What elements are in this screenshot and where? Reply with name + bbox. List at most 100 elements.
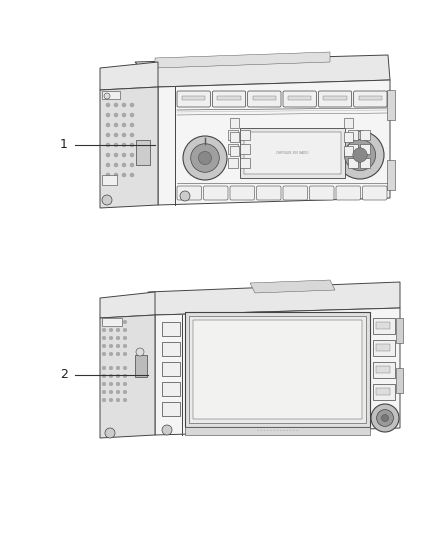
Circle shape xyxy=(109,328,113,332)
Circle shape xyxy=(130,153,134,157)
Circle shape xyxy=(102,352,106,356)
Circle shape xyxy=(106,143,110,147)
Circle shape xyxy=(123,344,127,348)
Circle shape xyxy=(122,163,126,167)
Circle shape xyxy=(123,352,127,356)
Bar xyxy=(102,175,117,185)
Circle shape xyxy=(122,113,126,117)
Circle shape xyxy=(102,398,106,402)
Circle shape xyxy=(114,153,118,157)
Bar xyxy=(102,91,120,99)
Text: - - - - - - - - - - - - -: - - - - - - - - - - - - - xyxy=(257,429,298,433)
Circle shape xyxy=(109,336,113,340)
Circle shape xyxy=(130,103,134,107)
Circle shape xyxy=(109,398,113,402)
Circle shape xyxy=(123,320,127,324)
Bar xyxy=(373,318,395,334)
Circle shape xyxy=(130,113,134,117)
Text: 2: 2 xyxy=(60,368,68,382)
Polygon shape xyxy=(148,282,400,315)
Circle shape xyxy=(136,348,144,356)
Bar xyxy=(373,340,395,356)
Circle shape xyxy=(123,398,127,402)
Circle shape xyxy=(106,163,110,167)
Circle shape xyxy=(123,382,127,386)
Bar xyxy=(373,362,395,378)
Circle shape xyxy=(130,163,134,167)
FancyBboxPatch shape xyxy=(247,91,281,107)
Bar xyxy=(230,132,239,142)
Circle shape xyxy=(109,374,113,378)
Bar xyxy=(162,402,180,416)
Circle shape xyxy=(106,103,110,107)
Circle shape xyxy=(123,328,127,332)
Bar xyxy=(396,318,403,343)
Bar xyxy=(240,128,345,178)
Bar xyxy=(228,158,238,168)
Circle shape xyxy=(102,195,112,205)
Bar xyxy=(228,130,238,140)
Circle shape xyxy=(123,336,127,340)
Polygon shape xyxy=(155,52,330,68)
Circle shape xyxy=(122,143,126,147)
Bar xyxy=(240,144,250,154)
FancyBboxPatch shape xyxy=(310,186,334,200)
Circle shape xyxy=(381,415,389,422)
Circle shape xyxy=(116,366,120,370)
Circle shape xyxy=(116,398,120,402)
Bar xyxy=(376,322,390,329)
Bar xyxy=(253,96,276,100)
Circle shape xyxy=(183,136,227,180)
FancyBboxPatch shape xyxy=(283,186,307,200)
Circle shape xyxy=(109,382,113,386)
Circle shape xyxy=(116,336,120,340)
Bar xyxy=(240,130,250,140)
Bar xyxy=(182,96,205,100)
Circle shape xyxy=(102,328,106,332)
Polygon shape xyxy=(158,80,390,205)
Bar xyxy=(396,368,403,393)
Polygon shape xyxy=(100,62,158,90)
Circle shape xyxy=(114,113,118,117)
Circle shape xyxy=(191,144,219,172)
FancyBboxPatch shape xyxy=(363,186,387,200)
Circle shape xyxy=(123,366,127,370)
Polygon shape xyxy=(155,308,400,435)
Circle shape xyxy=(122,173,126,177)
Bar xyxy=(217,96,240,100)
Bar xyxy=(323,96,346,100)
Circle shape xyxy=(114,123,118,127)
Bar xyxy=(162,362,180,376)
Circle shape xyxy=(102,366,106,370)
Circle shape xyxy=(116,374,120,378)
Bar xyxy=(387,160,395,190)
Bar xyxy=(162,342,180,356)
Bar xyxy=(244,132,341,174)
FancyBboxPatch shape xyxy=(212,91,246,107)
Bar xyxy=(348,158,358,168)
Circle shape xyxy=(104,93,110,99)
Polygon shape xyxy=(100,292,155,318)
Circle shape xyxy=(106,173,110,177)
Bar xyxy=(373,384,395,400)
Circle shape xyxy=(106,113,110,117)
Circle shape xyxy=(130,123,134,127)
FancyBboxPatch shape xyxy=(177,186,201,200)
Text: 1: 1 xyxy=(60,139,68,151)
Polygon shape xyxy=(100,87,158,208)
Circle shape xyxy=(198,151,212,165)
FancyBboxPatch shape xyxy=(353,91,387,107)
Bar xyxy=(189,316,366,423)
Bar xyxy=(376,366,390,373)
Bar xyxy=(136,140,150,165)
Bar xyxy=(135,355,147,377)
FancyBboxPatch shape xyxy=(204,186,228,200)
Circle shape xyxy=(122,103,126,107)
Bar xyxy=(102,318,122,326)
Bar xyxy=(193,320,362,419)
Bar xyxy=(240,158,250,168)
Circle shape xyxy=(116,320,120,324)
FancyBboxPatch shape xyxy=(177,91,210,107)
Circle shape xyxy=(114,103,118,107)
Bar xyxy=(344,118,353,128)
